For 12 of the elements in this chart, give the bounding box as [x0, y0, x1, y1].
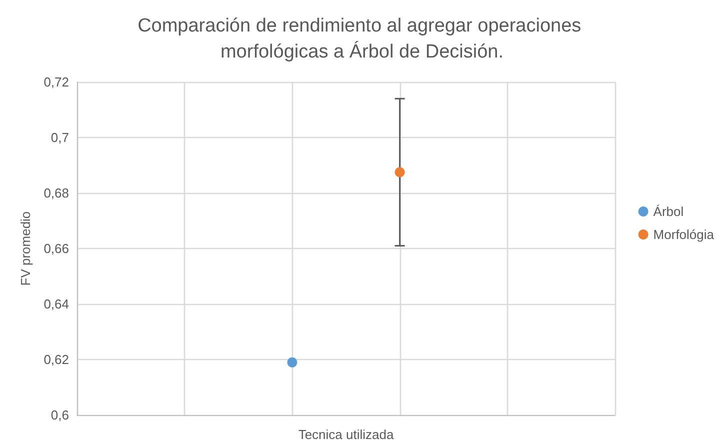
- y-tick-label: 0,62: [44, 352, 69, 368]
- chart-title: Comparación de rendimiento al agregar operaciones morfológicas a Árbol de Decisión.: [138, 16, 586, 62]
- y-tick-label: 0,68: [44, 186, 69, 201]
- y-tick-label: 0,66: [44, 241, 69, 256]
- y-axis-title: FV promedio: [18, 211, 33, 286]
- x-axis-title: Tecnica utilizada: [298, 427, 394, 442]
- y-tick-label: 0,72: [44, 74, 69, 90]
- y-tick-label: 0,64: [44, 296, 69, 312]
- legend-label: Árbol: [653, 204, 684, 219]
- y-tick-label: 0,7: [50, 130, 69, 146]
- legend-label: Morfológia: [653, 227, 715, 242]
- y-tick-label: 0,6: [50, 408, 69, 423]
